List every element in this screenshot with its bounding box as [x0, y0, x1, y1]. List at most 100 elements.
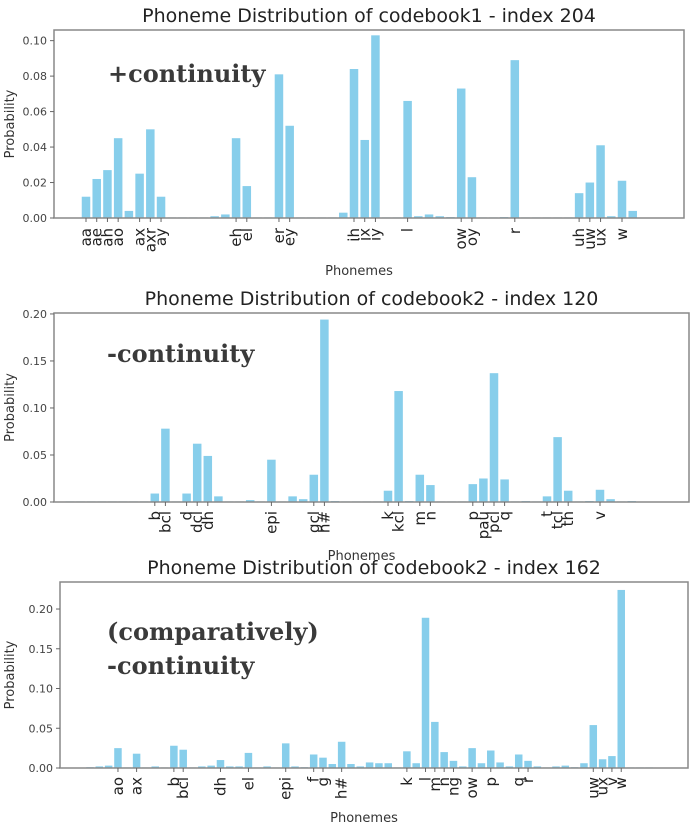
bar-q [514, 754, 523, 768]
y-tick-label: 0.00 [23, 496, 48, 509]
bar [628, 210, 637, 218]
bar [412, 763, 420, 768]
bar-el [244, 752, 253, 768]
x-tick-label: ng [444, 777, 462, 796]
bar [496, 762, 504, 768]
annotation-text: -continuity [107, 651, 255, 680]
bar [124, 210, 134, 218]
x-tick-label: th [559, 511, 577, 526]
bar-pcl [489, 373, 499, 502]
bar [235, 766, 243, 768]
y-tick-label: 0.10 [23, 35, 48, 48]
x-tick-label: kcl [390, 511, 408, 532]
x-tick-label: iy [366, 228, 384, 241]
x-tick-label: aa [77, 228, 95, 246]
x-tick-label: n [435, 777, 453, 787]
bar [263, 766, 271, 768]
bar-p [468, 484, 478, 502]
bar-p [487, 750, 495, 768]
x-tick-label: axr [141, 227, 159, 252]
x-tick-label: tcl [549, 511, 567, 529]
x-tick-label: ux [594, 777, 612, 796]
bar-epi [281, 743, 290, 768]
bar-uw [585, 182, 595, 218]
bar [375, 763, 383, 768]
bar-ey [285, 125, 294, 218]
x-tick-label: ey [281, 228, 299, 246]
bar-ux [596, 145, 605, 218]
bar [95, 766, 104, 768]
x-tick-label: w [613, 228, 631, 240]
bar [384, 763, 392, 768]
x-tick-label: w [612, 777, 630, 789]
bar [221, 214, 230, 218]
x-tick-label: q [496, 511, 514, 521]
x-tick-label: epi [262, 511, 280, 534]
annotation-text: (comparatively) [107, 617, 319, 646]
x-tick-label: m [426, 777, 444, 792]
bar-el [242, 186, 252, 218]
bar-k [403, 751, 411, 768]
bar-eh [231, 138, 241, 218]
x-tick-label: ao [109, 228, 127, 246]
y-tick-label: 0.06 [23, 106, 48, 119]
x-tick-label: r [506, 227, 524, 234]
x-tick-label: m [411, 511, 429, 526]
x-tick-label: ix [356, 228, 374, 241]
bar [533, 766, 542, 768]
bar-axr [146, 129, 155, 218]
x-tick-label: dh [211, 777, 229, 796]
chart-title: Phoneme Distribution of codebook2 - inde… [145, 288, 599, 310]
y-tick-label: 0.00 [23, 212, 48, 225]
axes-frame [53, 29, 685, 219]
x-tick-label: pau [474, 511, 492, 539]
bar-ow [468, 748, 476, 768]
x-tick-label: ih [345, 228, 363, 242]
y-axis-label: Probability [3, 373, 18, 442]
bar-ay [156, 196, 166, 218]
bar-v [608, 756, 616, 768]
bar-f [309, 754, 318, 768]
x-tick-label: v [603, 777, 621, 786]
x-tick-label: h# [315, 511, 333, 533]
bar [210, 216, 219, 218]
bar-b [170, 745, 178, 768]
bar-h# [320, 319, 329, 502]
x-axis-label: Phonemes [328, 549, 396, 564]
bar-b [150, 493, 160, 502]
x-tick-label: bcl [156, 511, 174, 533]
x-tick-label: ux [592, 228, 610, 247]
x-tick-label: ow [463, 777, 481, 798]
bar-ah [103, 170, 112, 218]
bar-kcl [394, 391, 403, 502]
bar [435, 216, 445, 218]
y-tick-label: 0.15 [23, 355, 48, 368]
x-tick-label: dh [199, 511, 217, 530]
x-tick-label: b [146, 511, 164, 521]
bar-dh [216, 760, 225, 768]
bar-r [510, 60, 520, 219]
bar [459, 766, 467, 768]
bar-gcl [309, 474, 319, 502]
y-tick-label: 0.04 [23, 141, 48, 154]
annotation-text: +continuity [108, 59, 266, 88]
bar [477, 763, 486, 768]
bar-bcl [161, 428, 170, 502]
bar [288, 496, 297, 502]
bar-g [319, 757, 327, 768]
x-tick-label: ah [98, 228, 116, 247]
bar-epi [267, 459, 276, 502]
y-tick-label: 0.05 [29, 722, 54, 735]
bar-ax [135, 173, 144, 218]
y-axis-label: Probability [3, 640, 18, 709]
bar-r [524, 760, 532, 768]
x-tick-label: uw [584, 777, 602, 799]
bar-w [617, 589, 625, 768]
x-tick-label: ao [109, 777, 127, 795]
bar [356, 766, 365, 768]
x-tick-label: h# [333, 777, 351, 799]
x-tick-label: b [165, 777, 183, 787]
bar-w [617, 180, 627, 218]
bar-pau [479, 478, 488, 502]
x-tick-label: p [482, 777, 500, 787]
